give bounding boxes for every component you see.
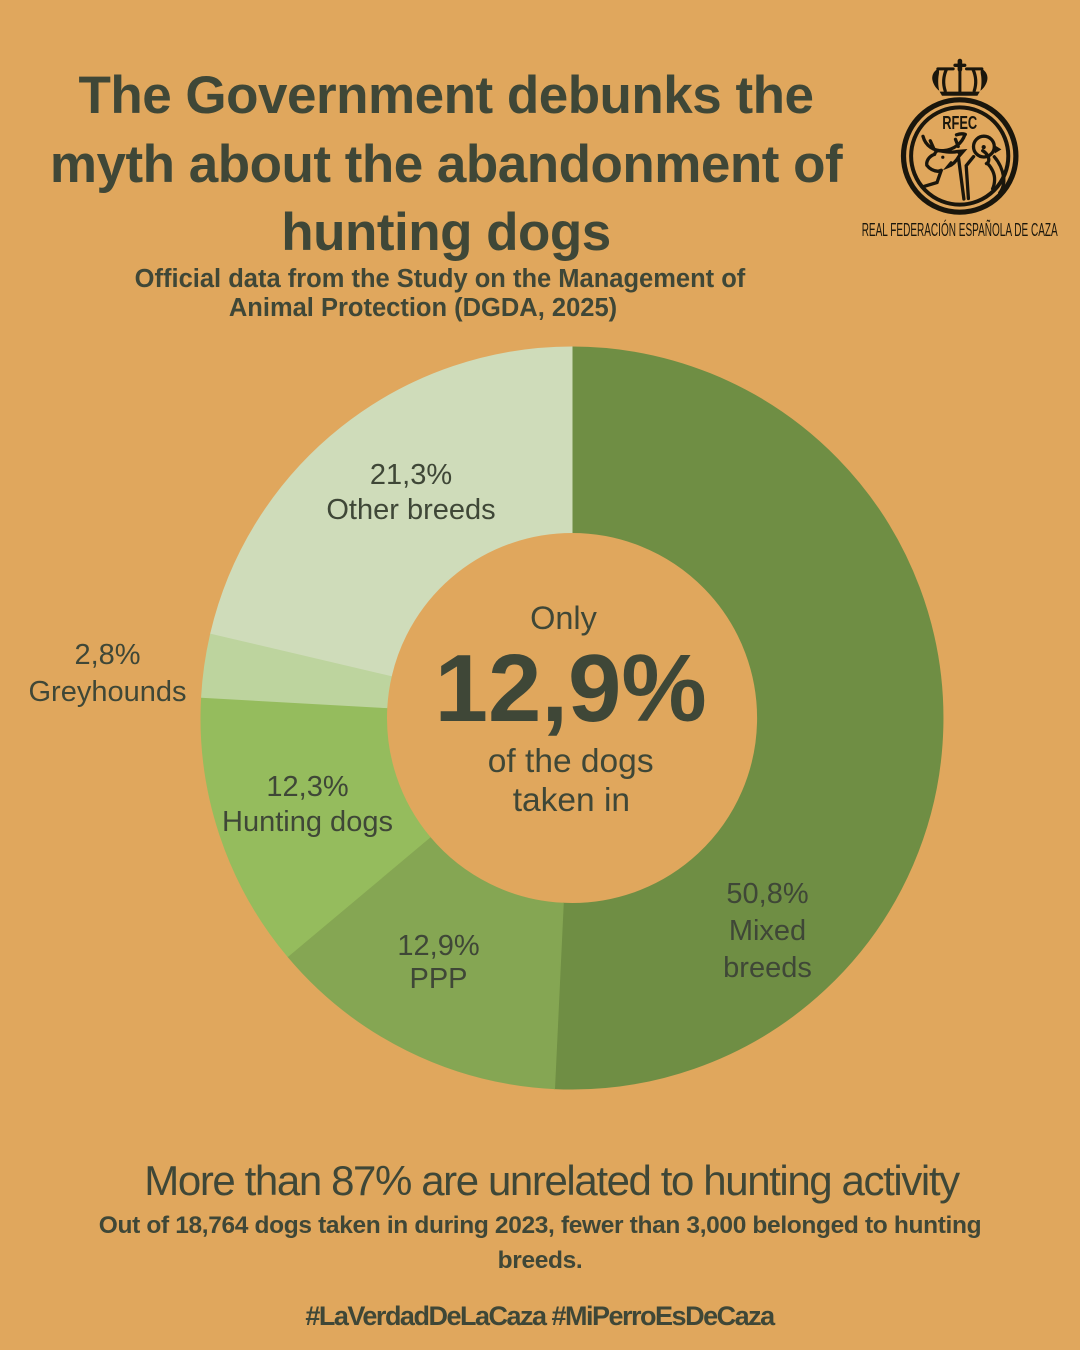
svg-text:REAL FEDERACIÓN ESPAÑOLA DE CA: REAL FEDERACIÓN ESPAÑOLA DE CAZA xyxy=(862,219,1058,240)
svg-text:RFEC: RFEC xyxy=(942,113,977,133)
